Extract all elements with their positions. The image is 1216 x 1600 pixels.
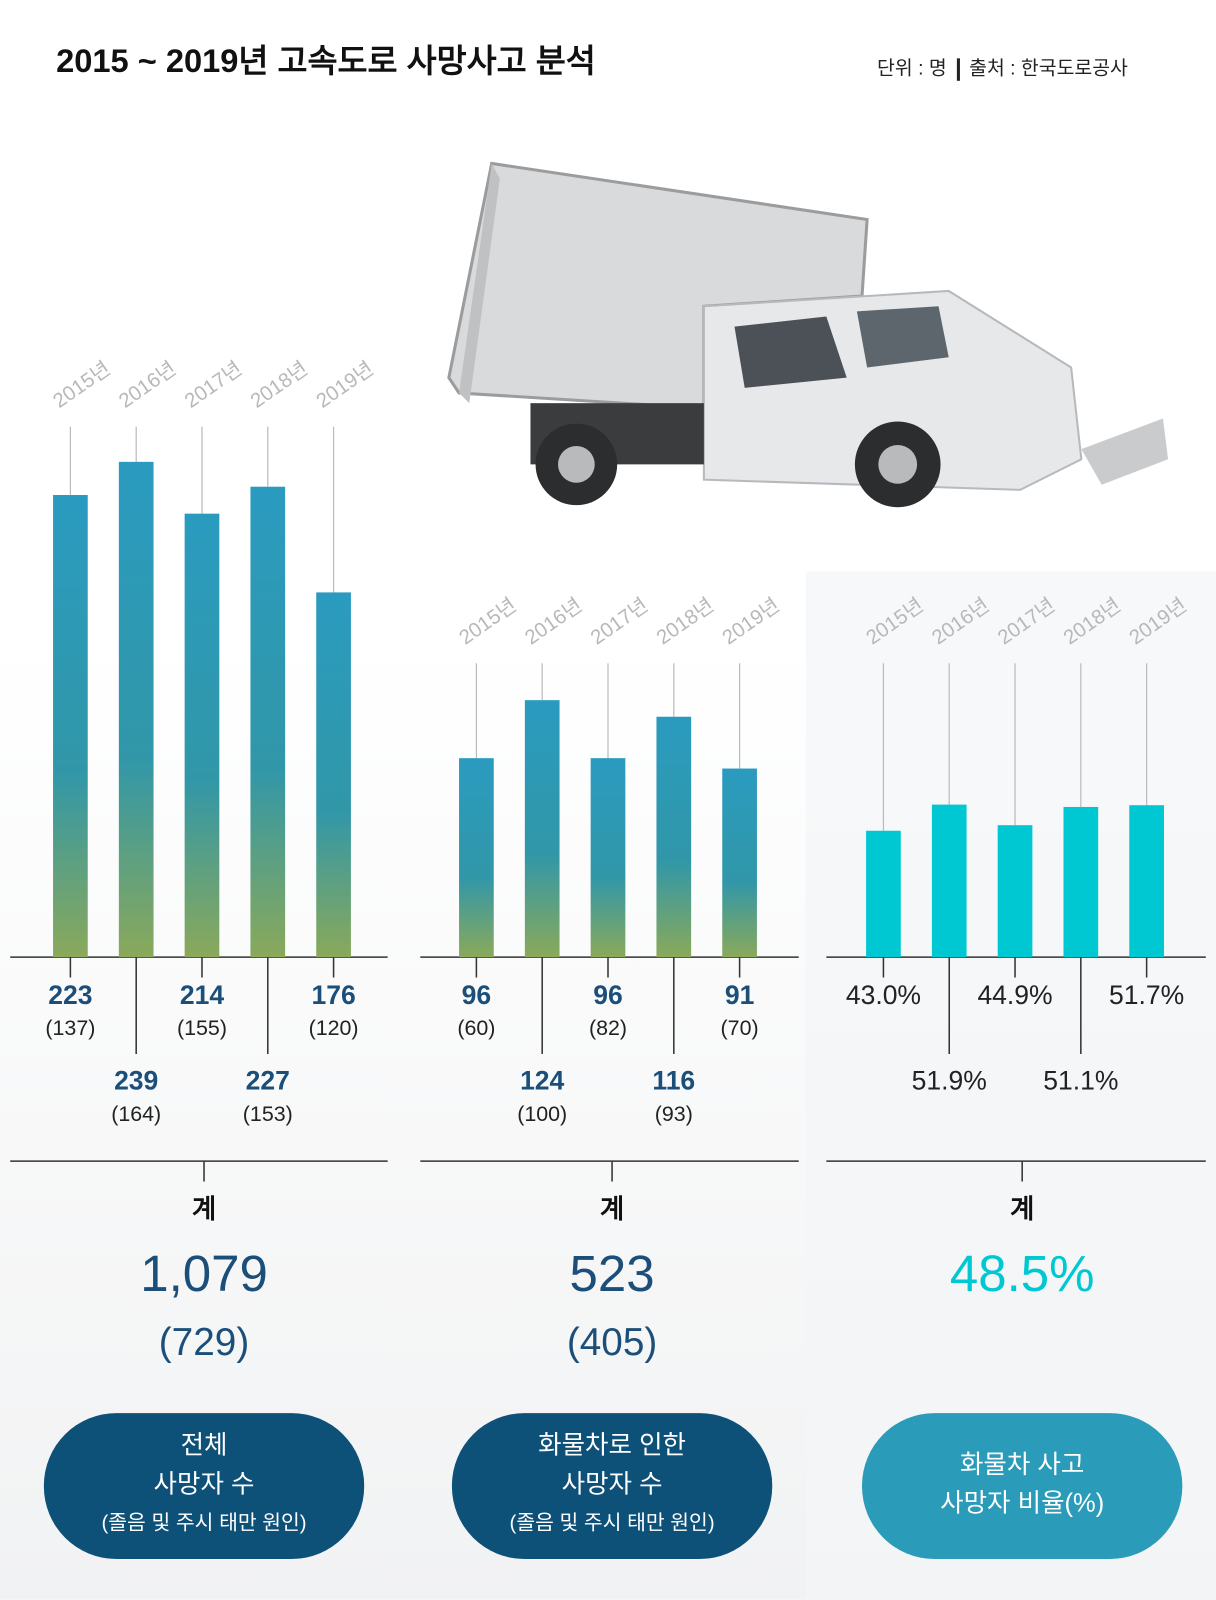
total-value: 523: [570, 1245, 655, 1302]
caption-pill: [451, 1413, 773, 1559]
total-sub-value: (405): [567, 1321, 657, 1364]
value-label: 116: [652, 1066, 695, 1096]
bar: [931, 804, 967, 958]
caption-pill: [862, 1413, 1183, 1559]
value-label: 43.0%: [846, 980, 921, 1010]
bar: [1129, 805, 1164, 958]
total-heading: 계: [600, 1194, 624, 1224]
bar: [184, 513, 220, 958]
source-note: 출처 : 한국도로공사: [969, 58, 1128, 80]
total-value: 48.5%: [950, 1245, 1095, 1302]
bar: [1063, 806, 1099, 958]
value-label: 239: [114, 1066, 158, 1096]
caption-note: (졸음 및 주시 태만 원인): [101, 1512, 306, 1535]
bar: [459, 758, 494, 958]
value-label: 51.9%: [912, 1066, 987, 1096]
bar: [316, 592, 351, 958]
value-label: 91: [725, 980, 755, 1010]
total-value: 1,079: [140, 1245, 268, 1302]
bar: [722, 768, 757, 958]
bar: [118, 461, 154, 958]
value-label: 51.1%: [1043, 1066, 1118, 1096]
sub-value-label: (100): [517, 1102, 567, 1126]
total-heading: 계: [1010, 1194, 1034, 1224]
value-label: 214: [180, 980, 224, 1010]
sub-value-label: (120): [309, 1016, 359, 1040]
title: 2015 ~ 2019년 고속도로 사망사고 분석: [56, 42, 596, 79]
sub-value-label: (70): [721, 1016, 759, 1040]
total-heading: 계: [192, 1194, 216, 1224]
bar: [656, 716, 692, 958]
value-label: 44.9%: [977, 980, 1052, 1010]
bar: [590, 758, 626, 958]
bar: [250, 486, 286, 958]
caption-line: 사망자 비율(%): [940, 1490, 1104, 1518]
value-label: 124: [520, 1066, 564, 1096]
separator: [956, 58, 960, 81]
bar: [866, 830, 901, 958]
sub-value-label: (93): [655, 1102, 693, 1126]
value-label: 51.7%: [1109, 980, 1184, 1010]
sub-value-label: (164): [111, 1102, 161, 1126]
caption-pill: [43, 1413, 365, 1559]
sub-value-label: (82): [589, 1016, 627, 1040]
bar: [53, 495, 88, 958]
total-sub-value: (729): [159, 1321, 249, 1364]
sub-value-label: (137): [45, 1016, 95, 1040]
bar: [997, 825, 1033, 958]
caption-note: (졸음 및 주시 태만 원인): [510, 1512, 715, 1535]
sub-value-label: (155): [177, 1016, 227, 1040]
caption-line: 사망자 수: [154, 1470, 255, 1498]
value-label: 96: [593, 980, 623, 1010]
caption-line: 사망자 수: [562, 1470, 663, 1498]
value-label: 223: [48, 980, 92, 1010]
value-label: 227: [246, 1066, 290, 1096]
truck-illustration: [447, 161, 1169, 508]
value-label: 176: [311, 980, 355, 1010]
caption-line: 전체: [181, 1431, 228, 1459]
sub-value-label: (153): [243, 1102, 293, 1126]
caption-line: 화물차로 인한: [538, 1431, 686, 1459]
unit-note: 단위 : 명: [877, 58, 947, 80]
bar: [524, 700, 560, 958]
caption-line: 화물차 사고: [960, 1451, 1084, 1479]
value-label: 96: [462, 980, 492, 1010]
sub-value-label: (60): [457, 1016, 495, 1040]
